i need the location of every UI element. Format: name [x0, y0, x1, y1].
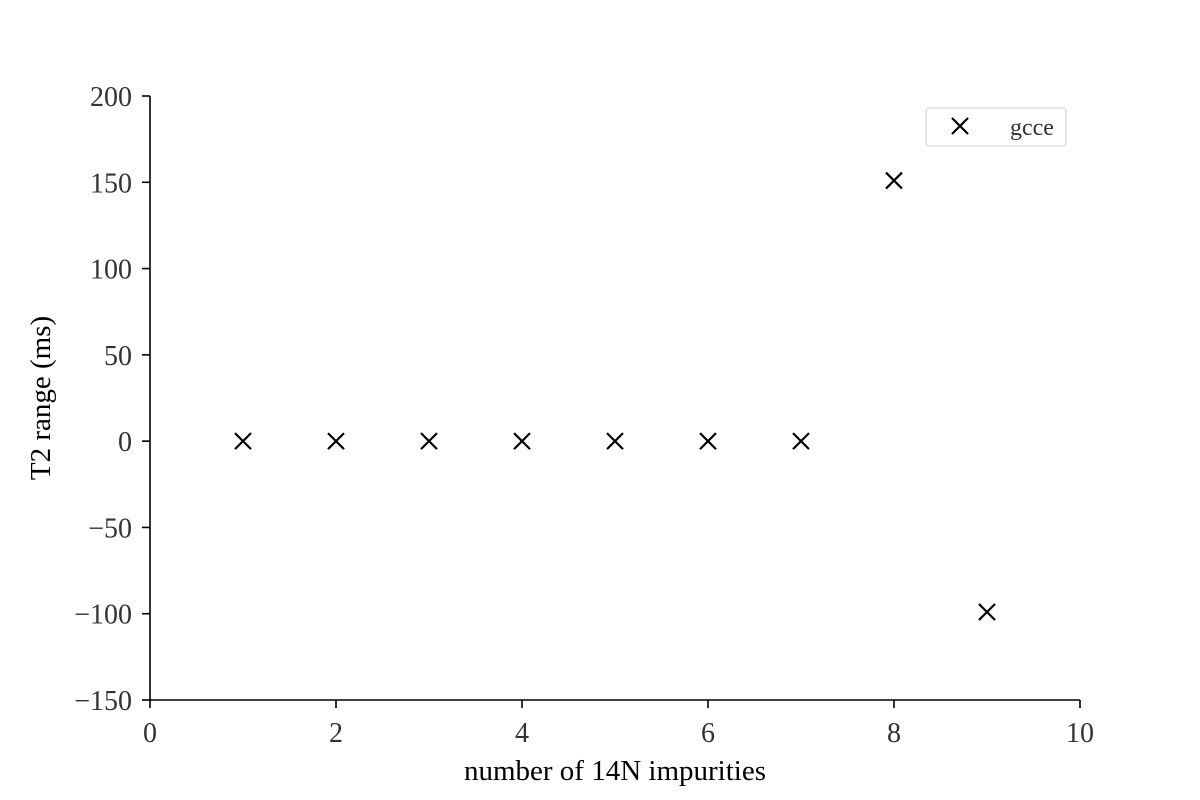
x-tick-label: 2: [329, 718, 343, 749]
y-tick-label: −150: [74, 686, 132, 717]
y-axis-label: T2 range (ms): [25, 316, 57, 480]
data-point: [978, 603, 996, 621]
legend-x-marker: [951, 117, 969, 135]
data-point: [792, 432, 810, 450]
data-point: [327, 432, 345, 450]
y-tick-label: 50: [104, 341, 132, 372]
y-tick-label: 100: [90, 255, 132, 286]
data-point: [420, 432, 438, 450]
data-point: [606, 432, 624, 450]
y-tick-label: 150: [90, 168, 132, 199]
data-point: [699, 432, 717, 450]
x-tick-label: 8: [887, 718, 901, 749]
legend-box: [925, 107, 1067, 147]
legend-entry-gcce: gcce: [1010, 115, 1054, 141]
y-axis-ticks: −150 −100 −50 0 50 100 150 200: [74, 82, 150, 717]
data-point: [513, 432, 531, 450]
axes: [149, 96, 1080, 701]
legend-marker-icon: [951, 117, 969, 135]
data-point: [234, 432, 252, 450]
x-tick-label: 4: [515, 718, 529, 749]
x-axis-label: number of 14N impurities: [464, 755, 766, 787]
x-tick-label: 6: [701, 718, 715, 749]
y-tick-label: 200: [90, 82, 132, 113]
x-tick-label: 0: [143, 718, 157, 749]
y-tick-label: −50: [88, 513, 132, 544]
data-point: [885, 171, 903, 190]
y-tick-label: 0: [118, 427, 132, 458]
data-points: [234, 171, 996, 621]
legend: gcce: [925, 107, 1067, 147]
x-axis-ticks: 0 2 4 6 8 10: [143, 700, 1094, 749]
y-tick-label: −100: [74, 600, 132, 631]
x-tick-label: 10: [1066, 718, 1094, 749]
